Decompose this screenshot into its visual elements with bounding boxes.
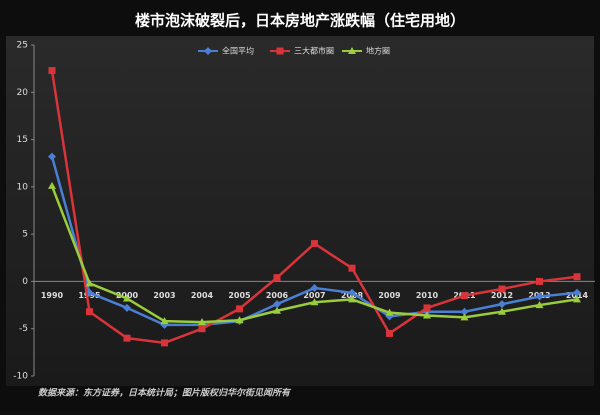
plot-area xyxy=(6,36,594,386)
point xyxy=(423,311,431,319)
point xyxy=(204,47,212,55)
point xyxy=(235,316,244,324)
point xyxy=(161,339,168,347)
point xyxy=(311,240,318,248)
point xyxy=(573,273,581,281)
point xyxy=(48,181,56,189)
point xyxy=(273,274,281,282)
point xyxy=(460,307,469,316)
x-tick-label: 2003 xyxy=(153,291,175,300)
point xyxy=(86,308,93,316)
legend-label: 地方圈 xyxy=(366,46,390,56)
point xyxy=(535,292,544,301)
point xyxy=(385,308,394,316)
point xyxy=(573,288,581,297)
point xyxy=(348,295,356,303)
x-tick-label: 2007 xyxy=(303,291,325,300)
point xyxy=(273,306,281,314)
point xyxy=(498,285,506,293)
point xyxy=(460,313,469,321)
point xyxy=(276,47,284,55)
point xyxy=(498,300,506,309)
x-tick-label: 2005 xyxy=(228,291,251,300)
point xyxy=(461,292,468,300)
y-tick-label: 20 xyxy=(17,88,29,98)
point xyxy=(386,329,393,337)
point xyxy=(498,307,506,315)
chart-title: 楼市泡沫破裂后，日本房地产涨跌幅（住宅用地） xyxy=(135,12,465,30)
y-tick-label: 0 xyxy=(22,277,28,287)
x-tick-label: 2004 xyxy=(191,291,214,300)
point xyxy=(123,303,131,312)
point xyxy=(48,152,56,161)
point xyxy=(160,317,169,325)
point xyxy=(535,301,544,309)
legend-label: 全国平均 xyxy=(222,46,254,56)
y-tick-label: 10 xyxy=(17,182,29,192)
point xyxy=(310,298,319,306)
point xyxy=(123,294,131,302)
point xyxy=(273,300,281,309)
legend-label: 三大都市圈 xyxy=(294,46,334,56)
point xyxy=(48,67,56,75)
x-tick-label: 2012 xyxy=(491,291,513,300)
source-note: 数据来源：东方证券，日本统计局；图片版权归华尔街见闻所有 xyxy=(38,388,292,399)
x-tick-label: 2009 xyxy=(378,291,401,300)
y-tick-label: 15 xyxy=(17,135,28,145)
point xyxy=(123,334,131,342)
point xyxy=(348,264,356,272)
point xyxy=(310,284,319,293)
x-tick-label: 2006 xyxy=(266,291,289,300)
point xyxy=(536,277,543,285)
point xyxy=(198,325,206,333)
x-tick-label: 1990 xyxy=(41,291,64,300)
y-tick-label: 25 xyxy=(17,41,28,51)
point xyxy=(198,318,206,326)
x-tick-label: 2010 xyxy=(416,291,439,300)
point xyxy=(85,279,94,287)
point xyxy=(236,305,243,313)
point xyxy=(573,295,581,303)
y-tick-label: -10 xyxy=(13,372,28,382)
y-tick-label: 5 xyxy=(22,230,28,240)
point xyxy=(348,288,356,297)
point xyxy=(348,47,356,54)
y-tick-label: -5 xyxy=(19,324,28,334)
point xyxy=(423,304,431,312)
